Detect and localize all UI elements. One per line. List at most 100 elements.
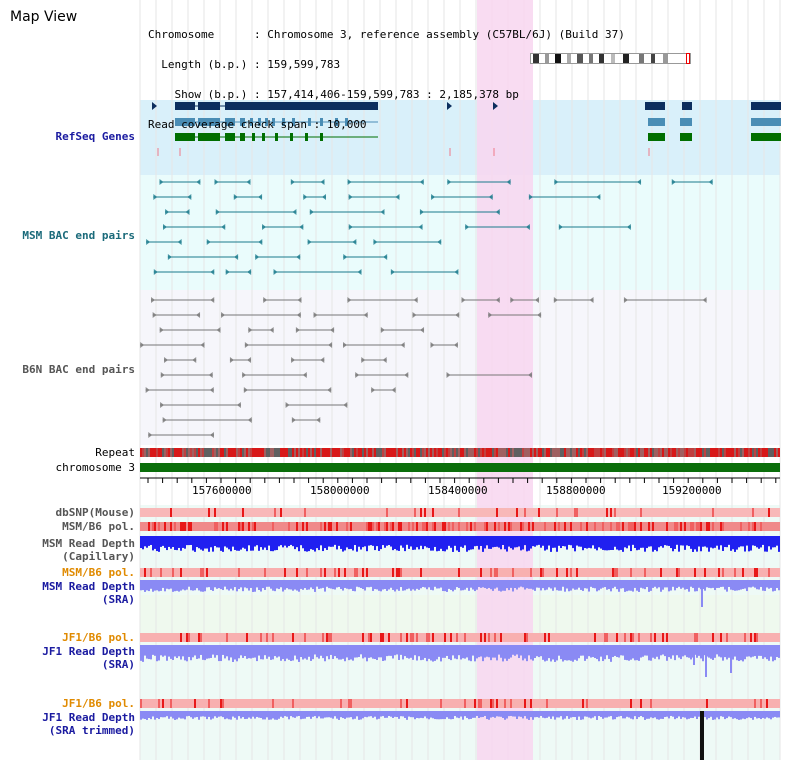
pol-cell bbox=[188, 522, 190, 531]
depth-bar bbox=[300, 711, 302, 720]
depth-bar bbox=[740, 580, 742, 590]
repeat-block bbox=[516, 448, 518, 457]
depth-bar bbox=[492, 711, 494, 717]
pol-cell bbox=[600, 522, 602, 531]
pol-cell bbox=[474, 522, 476, 531]
pol-cell bbox=[434, 522, 436, 531]
pol-cell bbox=[470, 508, 472, 517]
pol-cell bbox=[716, 633, 718, 642]
depth-bar bbox=[698, 645, 700, 656]
depth-bar bbox=[256, 645, 258, 662]
repeat-block bbox=[318, 448, 320, 457]
pol-cell bbox=[612, 522, 614, 531]
pol-cell bbox=[520, 633, 522, 642]
depth-bar bbox=[712, 536, 714, 549]
pol-cell bbox=[304, 568, 306, 577]
depth-bar bbox=[568, 645, 570, 661]
depth-bar bbox=[494, 645, 496, 658]
depth-bar bbox=[688, 580, 690, 592]
pol-cell bbox=[432, 633, 434, 642]
depth-bar bbox=[182, 536, 184, 548]
pol-cell bbox=[340, 633, 342, 642]
pol-cell bbox=[162, 568, 164, 577]
pol-cell bbox=[458, 568, 460, 577]
depth-bar bbox=[256, 711, 258, 717]
pol-cell bbox=[644, 522, 646, 531]
pol-cell bbox=[416, 699, 418, 708]
depth-bar bbox=[546, 645, 548, 661]
pol-cell bbox=[342, 522, 344, 531]
depth-bar bbox=[490, 536, 492, 549]
bac-end bbox=[391, 387, 396, 393]
depth-bar bbox=[536, 645, 538, 657]
pol-cell bbox=[600, 633, 602, 642]
pol-cell bbox=[420, 508, 422, 517]
pol-cell bbox=[432, 568, 434, 577]
pol-cell bbox=[226, 699, 228, 708]
pol-cell bbox=[526, 699, 528, 708]
pol-cell bbox=[540, 522, 542, 531]
pol-cell bbox=[464, 633, 466, 642]
pol-cell bbox=[640, 508, 642, 517]
pol-cell bbox=[608, 522, 610, 531]
bac-end bbox=[255, 254, 260, 260]
pol-cell bbox=[334, 522, 336, 531]
depth-bar bbox=[376, 536, 378, 547]
depth-bar bbox=[394, 711, 396, 717]
depth-bar bbox=[420, 645, 422, 661]
depth-bar bbox=[492, 580, 494, 591]
pol-cell bbox=[370, 522, 372, 531]
pol-cell bbox=[686, 522, 688, 531]
repeat-block bbox=[454, 448, 456, 457]
depth-bar bbox=[634, 645, 636, 661]
depth-bar bbox=[250, 645, 252, 659]
pol-cell bbox=[588, 508, 590, 517]
pol-cell bbox=[718, 522, 720, 531]
depth-bar bbox=[534, 711, 536, 718]
pol-cell bbox=[544, 633, 546, 642]
depth-bar bbox=[646, 645, 648, 656]
depth-bar bbox=[544, 645, 546, 662]
pol-cell bbox=[444, 633, 446, 642]
pol-cell bbox=[168, 699, 170, 708]
gene-arrow bbox=[493, 102, 498, 110]
depth-bar bbox=[616, 580, 618, 590]
pol-cell bbox=[772, 508, 774, 517]
bac-end bbox=[153, 194, 158, 200]
repeat-block bbox=[356, 448, 358, 457]
gene-exon bbox=[680, 133, 692, 141]
repeat-block bbox=[512, 448, 514, 457]
axis-tick-label: 157600000 bbox=[192, 484, 252, 497]
pol-cell bbox=[754, 508, 756, 517]
pol-cell bbox=[524, 508, 526, 517]
pol-cell bbox=[160, 508, 162, 517]
pol-cell bbox=[558, 699, 560, 708]
pol-cell bbox=[214, 699, 216, 708]
gene-exon bbox=[265, 118, 268, 126]
depth-bar bbox=[328, 711, 330, 718]
pol-cell bbox=[530, 522, 532, 531]
pol-cell bbox=[528, 633, 530, 642]
depth-bar bbox=[334, 645, 336, 657]
pol-cell bbox=[218, 568, 220, 577]
pol-cell bbox=[228, 522, 230, 531]
pol-cell bbox=[646, 522, 648, 531]
depth-bar bbox=[726, 536, 728, 548]
depth-bar bbox=[630, 536, 632, 552]
depth-bar bbox=[700, 645, 702, 659]
coverage-value: : 10,000 bbox=[313, 118, 367, 131]
depth-bar bbox=[368, 536, 370, 546]
chromosome-ideogram[interactable] bbox=[530, 53, 691, 64]
depth-bar bbox=[150, 645, 152, 660]
depth-bar bbox=[184, 580, 186, 591]
pol-cell bbox=[558, 633, 560, 642]
depth-bar bbox=[710, 645, 712, 659]
depth-bar bbox=[722, 711, 724, 717]
depth-bar bbox=[696, 711, 698, 719]
repeat-block bbox=[680, 448, 682, 457]
depth-bar bbox=[290, 645, 292, 662]
depth-bar bbox=[596, 580, 598, 592]
depth-bar bbox=[286, 580, 288, 589]
repeat-block bbox=[716, 448, 718, 457]
pol-cell bbox=[726, 568, 728, 577]
